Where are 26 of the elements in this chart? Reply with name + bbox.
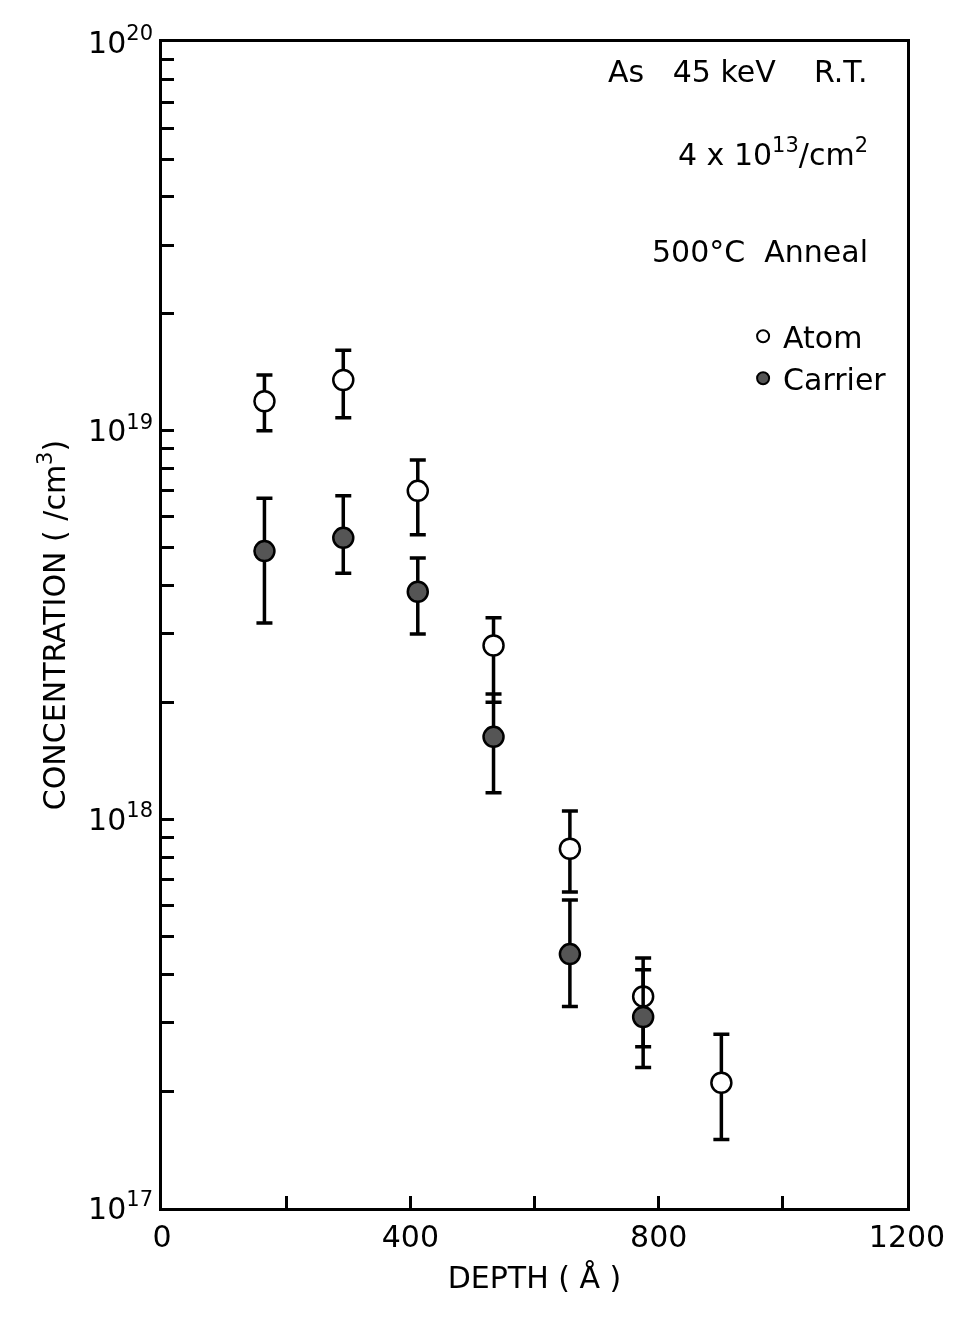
x-axis-title: DEPTH ( Å ) xyxy=(447,1259,622,1295)
y-tick-label: 10$^{17}$ xyxy=(88,1186,153,1226)
point xyxy=(631,1005,655,1029)
y-tick-label: 10$^{19}$ xyxy=(88,409,153,449)
point xyxy=(558,942,582,966)
point xyxy=(710,1071,733,1094)
annotation: 4 x 10$^{13}$/cm$^{2}$ xyxy=(678,133,869,172)
x-tick-label: 800 xyxy=(630,1219,688,1254)
point xyxy=(332,526,355,550)
point xyxy=(558,837,582,860)
point xyxy=(332,368,355,392)
point xyxy=(253,390,276,413)
y-tick-label: 10$^{20}$ xyxy=(88,20,153,60)
legend-label: Carrier xyxy=(783,361,887,397)
annotation: 500°C Anneal xyxy=(652,234,869,269)
point xyxy=(406,479,430,503)
point xyxy=(406,580,430,604)
annotation: As 45 keV R.T. xyxy=(608,54,868,89)
point xyxy=(482,634,505,657)
point xyxy=(482,725,505,749)
legend-label: Atom xyxy=(783,319,863,355)
y-tick-label: 10$^{18}$ xyxy=(88,798,153,837)
x-tick-label: 0 xyxy=(152,1219,172,1254)
x-tick-label: 400 xyxy=(381,1219,439,1254)
point xyxy=(253,539,276,563)
x-tick-label: 1200 xyxy=(868,1219,946,1254)
